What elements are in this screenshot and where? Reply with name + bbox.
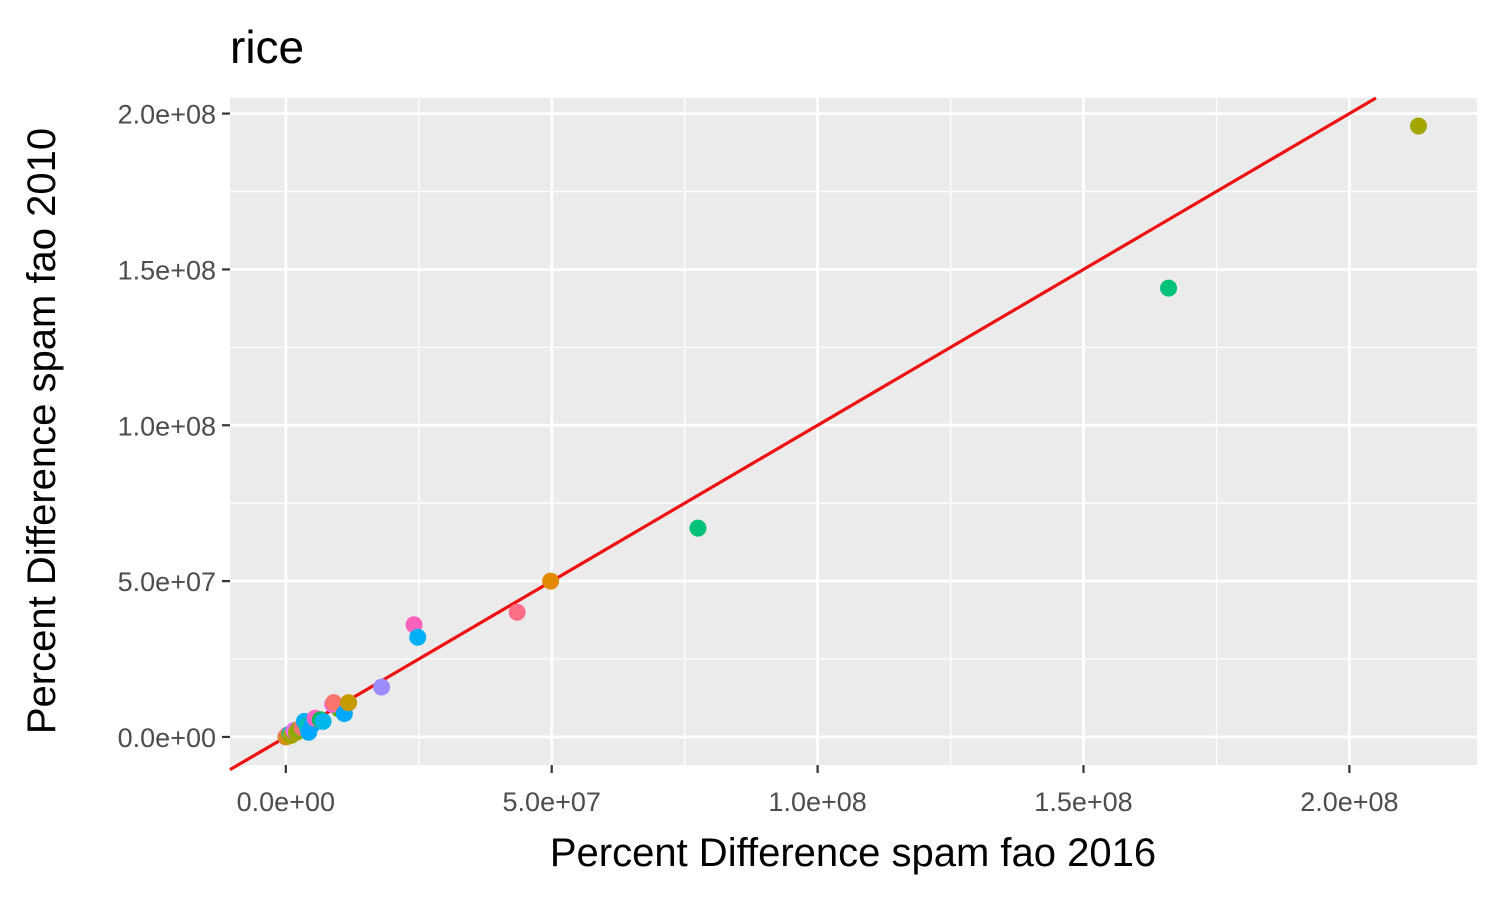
data-point bbox=[314, 712, 332, 730]
y-axis-title: Percent Difference spam fao 2010 bbox=[20, 128, 64, 734]
data-point bbox=[542, 572, 560, 590]
y-tick-label: 5.0e+07 bbox=[118, 567, 216, 597]
x-tick-label: 0.0e+00 bbox=[237, 787, 335, 817]
reference-line bbox=[229, 96, 1377, 772]
plot-panel bbox=[230, 98, 1477, 765]
reference-line-layer bbox=[229, 96, 1377, 772]
y-tick-label: 1.5e+08 bbox=[118, 255, 216, 285]
data-point bbox=[409, 628, 427, 646]
y-tick-label: 1.0e+08 bbox=[118, 411, 216, 441]
data-point bbox=[373, 678, 391, 696]
chart-title: rice bbox=[230, 21, 304, 73]
x-axis-ticks: 0.0e+00 5.0e+07 1.0e+08 1.5e+08 2.0e+08 bbox=[237, 765, 1399, 817]
x-tick-label: 2.0e+08 bbox=[1300, 787, 1398, 817]
data-point bbox=[340, 694, 358, 712]
data-points bbox=[277, 117, 1428, 746]
data-point bbox=[1160, 279, 1178, 297]
x-tick-label: 1.5e+08 bbox=[1034, 787, 1132, 817]
y-axis-ticks: 0.0e+00 5.0e+07 1.0e+08 1.5e+08 2.0e+08 bbox=[118, 100, 230, 753]
x-tick-label: 5.0e+07 bbox=[503, 787, 601, 817]
x-axis-title: Percent Difference spam fao 2016 bbox=[550, 831, 1156, 875]
minor-grid bbox=[230, 98, 1477, 765]
y-tick-label: 0.0e+00 bbox=[118, 723, 216, 753]
x-tick-label: 1.0e+08 bbox=[768, 787, 866, 817]
major-grid bbox=[230, 98, 1477, 765]
data-point bbox=[508, 603, 526, 621]
y-tick-label: 2.0e+08 bbox=[118, 100, 216, 130]
data-point bbox=[325, 694, 343, 712]
data-point bbox=[1410, 117, 1428, 135]
data-point bbox=[689, 519, 707, 537]
